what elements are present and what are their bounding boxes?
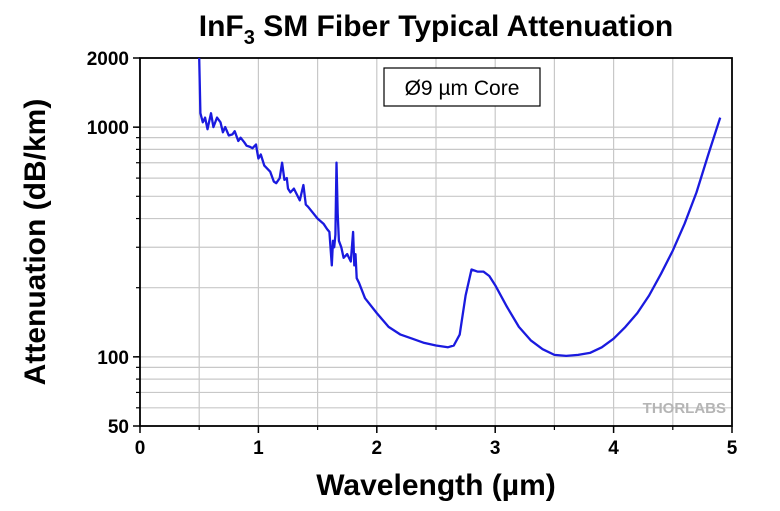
x-tick-label: 0 [135, 438, 146, 459]
y-tick-label: 1000 [87, 118, 129, 139]
x-axis-label: Wavelength (µm) [316, 469, 556, 502]
watermark-logo: THORLABS [643, 400, 726, 417]
grid-lines [140, 58, 732, 426]
y-axis-label: Attenuation (dB/km) [19, 99, 52, 386]
y-tick-label: 50 [108, 417, 129, 438]
chart-title-subscript: 3 [244, 27, 255, 49]
y-axis-ticks: 50 100 1000 2000 [87, 49, 140, 438]
x-axis-ticks: 0 1 2 3 4 5 [135, 426, 738, 459]
y-tick-label: 100 [97, 348, 129, 369]
y-tick-label: 2000 [87, 49, 129, 70]
x-tick-label: 2 [372, 438, 383, 459]
x-tick-label: 3 [490, 438, 501, 459]
chart-title: InF3 SM Fiber Typical Attenuation [199, 10, 673, 49]
chart-title-main: InF [199, 10, 244, 43]
series-line [198, 57, 722, 358]
x-tick-label: 4 [608, 438, 619, 459]
annotation-text: Ø9 µm Core [405, 77, 520, 100]
annotation-box [383, 67, 541, 107]
chart-title-rest: SM Fiber Typical Attenuation [255, 10, 673, 43]
x-tick-label: 1 [253, 438, 264, 459]
x-tick-label: 5 [727, 438, 738, 459]
